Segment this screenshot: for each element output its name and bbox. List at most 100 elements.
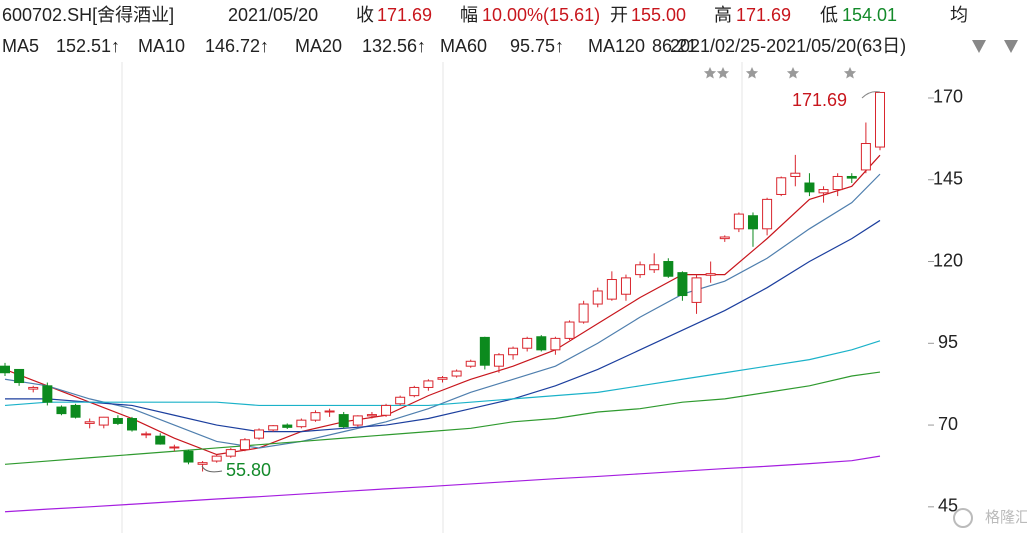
legend-label: MA10 [138,36,185,56]
candle-body [620,277,631,295]
candle-body [197,462,208,465]
candle-body [141,433,152,436]
legend-label: MA120 [588,36,645,56]
candle-body [366,414,377,417]
candle-body [409,386,420,397]
label: 收 [356,5,374,25]
candle-body [70,404,81,418]
y-tick-label: 70 [938,414,958,434]
high: 171.69 [736,5,791,25]
candle-body [239,439,250,451]
candle-body [818,189,829,194]
ma-line [4,455,881,513]
candle-body [14,368,25,384]
candle-body [324,410,335,413]
candle-body [338,414,349,428]
candle-body [0,365,10,374]
candle-body [282,424,293,428]
legend-value: 152.51↑ [56,36,120,56]
candle-body [56,406,67,415]
watermark-logo [953,508,973,528]
candle-body [719,236,730,240]
label: 开 [610,5,628,25]
candle-body [635,264,646,276]
star [716,67,730,79]
legend-label: MA5 [2,36,39,56]
y-tick-label: 170 [933,87,963,107]
candle-body [747,215,758,230]
candle-body [183,450,194,463]
candle-body [762,198,773,230]
candle-body [169,446,180,449]
candle-body [310,412,321,421]
range: 2021/02/25-2021/05/20(63日) [670,36,906,56]
candle-body [155,435,166,445]
candle-body [649,264,660,271]
candle-body [790,172,801,177]
candle-body [733,213,744,230]
star [843,67,857,79]
event-stars [703,67,857,79]
candle-body [127,418,138,431]
candle-body [875,91,885,148]
y-tick-label: 95 [938,332,958,352]
candle-body [296,419,307,428]
legend-label: MA60 [440,36,487,56]
candle-body [98,416,109,426]
candle-body [465,360,476,367]
candle-body [691,277,702,303]
candle-body [395,396,406,405]
candle-body [112,418,123,424]
candle-body [606,279,617,300]
candle-body [268,425,279,431]
candle-body [352,415,363,426]
watermark: 格隆汇 [985,509,1027,526]
label: 高 [714,5,732,25]
candle-body [832,175,843,191]
legend-value: 95.75↑ [510,36,564,56]
candle-body [578,303,589,323]
y-tick-label: 120 [933,250,963,270]
candle-body [437,377,448,380]
ma-line [4,154,881,456]
candle-body [493,354,504,367]
candle-body [254,429,265,439]
candle-body [522,337,533,349]
candle-body [42,385,53,403]
y-tick-label: 45 [938,496,958,516]
star [745,67,759,79]
candle-body [776,177,787,195]
dropdown[interactable] [1004,40,1018,53]
ma-line [4,371,881,465]
candle-body [28,386,39,390]
label: 幅 [460,5,478,25]
star [786,67,800,79]
legend-label: MA20 [295,36,342,56]
candle-body [550,337,561,351]
candle-body [536,336,547,351]
legend-value: 86.21 [652,36,697,56]
close: 171.69 [377,5,432,25]
y-tick-label: 145 [933,169,963,189]
open: 155.00 [631,5,686,25]
candle-body [211,455,222,462]
ma-line [4,340,881,407]
low: 154.01 [842,5,897,25]
candle-body [381,404,392,416]
label: 低 [820,5,838,25]
dropdown[interactable] [972,40,986,53]
label: 均 [950,5,968,25]
max-arrow [861,91,881,99]
candle-body [677,272,688,297]
date-separators [121,62,743,533]
candle-body [846,175,857,179]
header: 600702.SH[舍得酒业] 2021/05/20 收 171.69 幅 10… [2,5,1018,56]
candle-body [451,370,462,377]
min-label: 55.80 [226,460,271,480]
candle-body [225,449,236,457]
candle-body [804,182,815,193]
change: 10.00%(15.61) [482,5,600,25]
ma-line [5,219,881,433]
stock-code: 600702.SH[舍得酒业] [2,5,174,25]
